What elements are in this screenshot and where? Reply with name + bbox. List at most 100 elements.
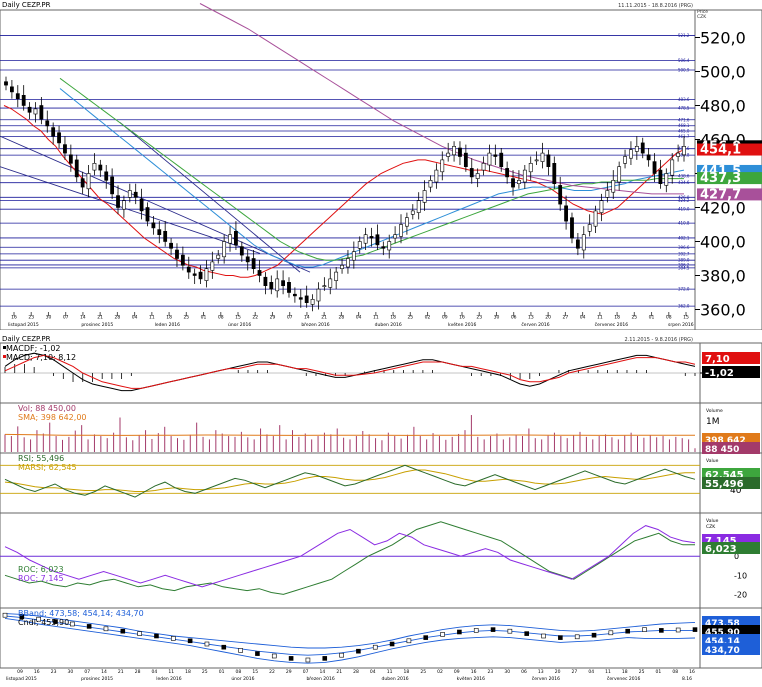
roc-y-tick-label: 0 bbox=[734, 552, 739, 561]
bband-candle bbox=[70, 621, 75, 627]
bband-lower-line bbox=[4, 617, 696, 664]
candle-body bbox=[104, 171, 109, 181]
candle-body bbox=[558, 185, 563, 205]
price-badge-box bbox=[697, 172, 762, 185]
candle-body bbox=[39, 105, 44, 120]
bottom-x-tick-label: 16 bbox=[34, 669, 40, 675]
level-label: 438.6 bbox=[678, 173, 690, 178]
level-label: 386.2 bbox=[678, 262, 690, 267]
bottom-x-month-label: březen 2016 bbox=[306, 675, 334, 682]
y-tick-label: 360,0 bbox=[700, 301, 746, 320]
candle-body bbox=[652, 161, 657, 174]
price-badge: 437,3 bbox=[700, 171, 741, 186]
bottom-x-month-label: 8.16 bbox=[682, 676, 692, 682]
bband-candle bbox=[457, 629, 462, 635]
level-label: 465.0 bbox=[678, 129, 690, 134]
bottom-x-tick-label: 16 bbox=[689, 669, 695, 675]
candle-body bbox=[463, 152, 468, 168]
roc-y-unit: CZK bbox=[706, 524, 716, 530]
x-tick-label: 18 bbox=[614, 315, 620, 321]
candle-body bbox=[222, 241, 227, 258]
candle-body bbox=[145, 207, 150, 222]
bottom-x-tick-label: 20 bbox=[555, 669, 561, 675]
bband-candle bbox=[558, 635, 563, 640]
candle-body bbox=[15, 93, 20, 99]
bband-candle bbox=[103, 626, 109, 632]
level-label: 468.1 bbox=[678, 123, 690, 128]
level-label: 402.1 bbox=[678, 235, 690, 240]
bottom-x-tick-label: 11 bbox=[168, 669, 174, 675]
candle-body bbox=[57, 132, 61, 144]
bband-candle bbox=[372, 644, 378, 650]
volume-ylabel: Volume bbox=[706, 408, 723, 414]
bband-candle bbox=[255, 651, 260, 656]
candle-body bbox=[68, 154, 73, 164]
bband-candle bbox=[490, 627, 496, 632]
candle-body bbox=[640, 142, 645, 154]
candle-body bbox=[634, 146, 639, 152]
level-label: 500.9 bbox=[678, 67, 690, 72]
bottom-x-tick-label: 07 bbox=[303, 669, 309, 675]
bottom-x-tick-label: 23 bbox=[51, 669, 57, 675]
candle-body bbox=[281, 280, 285, 287]
candle-body bbox=[452, 146, 456, 156]
candle-body bbox=[51, 127, 56, 137]
macd-legend-swatch bbox=[3, 355, 6, 358]
bband-legend-1: BBand; 473,58; 454,14; 434,70 bbox=[18, 609, 144, 618]
level-label: 396.6 bbox=[678, 245, 690, 250]
rsi-line bbox=[4, 464, 696, 498]
candle-body bbox=[511, 178, 515, 188]
bottom-x-tick-label: 30 bbox=[504, 669, 510, 675]
sub-chart-range: 2.11.2015 - 9.8.2016 (PRG) bbox=[624, 337, 693, 343]
y-tick-label: 420,0 bbox=[700, 199, 746, 218]
candle-body bbox=[169, 242, 173, 249]
price-badge: 454,1 bbox=[700, 143, 741, 158]
x-tick-label: 16 bbox=[459, 315, 465, 321]
volume-badge-box bbox=[702, 442, 760, 454]
trend-line bbox=[0, 166, 261, 254]
bband-candle bbox=[473, 628, 479, 633]
rsi-y-tick-label: 40 bbox=[730, 486, 742, 496]
candle-body bbox=[623, 156, 627, 164]
x-tick-label: 04 bbox=[356, 315, 362, 321]
candle-body bbox=[517, 180, 521, 185]
bottom-x-tick-label: 18 bbox=[622, 669, 628, 675]
x-tick-label: 15 bbox=[235, 315, 241, 321]
candle-body bbox=[422, 190, 427, 203]
panel-divider bbox=[0, 330, 762, 340]
x-tick-label: 25 bbox=[407, 315, 413, 321]
y-tick-label: 380,0 bbox=[700, 267, 746, 286]
bband-candle bbox=[625, 628, 630, 634]
x-tick-label: 14 bbox=[304, 315, 310, 321]
candle-body bbox=[599, 200, 604, 213]
candle-body bbox=[605, 190, 610, 198]
x-tick-label: 27 bbox=[563, 315, 569, 321]
level-label: 434.6 bbox=[678, 180, 690, 185]
price-unit: Price CZK bbox=[697, 9, 708, 20]
rsi-badge: 62,545 bbox=[705, 470, 744, 481]
bband-legend-2: Cndl; 455,90 bbox=[18, 618, 69, 627]
bottom-x-tick-label: 28 bbox=[135, 669, 141, 675]
macd-signal-line bbox=[4, 354, 696, 389]
bband-candle bbox=[406, 638, 412, 644]
bottom-x-tick-label: 14 bbox=[320, 669, 326, 675]
roc-legend-2: ROC; 7,145 bbox=[18, 574, 64, 583]
candle-body bbox=[658, 169, 663, 185]
candle-body bbox=[611, 180, 616, 193]
x-month-label: listopad 2015 bbox=[8, 322, 39, 328]
chart-title: Daily CEZP.PR bbox=[2, 1, 51, 9]
bband-candle bbox=[120, 628, 126, 634]
bband-middle-line bbox=[4, 615, 695, 656]
bband-badge: 454,14 bbox=[705, 637, 740, 647]
candle-body bbox=[151, 222, 156, 229]
level-label: 424.2 bbox=[678, 198, 690, 203]
candle-body bbox=[122, 200, 126, 210]
y-tick-label: 480,0 bbox=[700, 97, 746, 116]
bband-candle bbox=[154, 633, 159, 639]
x-tick-label: 11 bbox=[149, 315, 155, 321]
bottom-x-tick-label: 25 bbox=[420, 669, 426, 675]
candle-body bbox=[546, 154, 551, 168]
bband-upper-line bbox=[4, 613, 696, 649]
